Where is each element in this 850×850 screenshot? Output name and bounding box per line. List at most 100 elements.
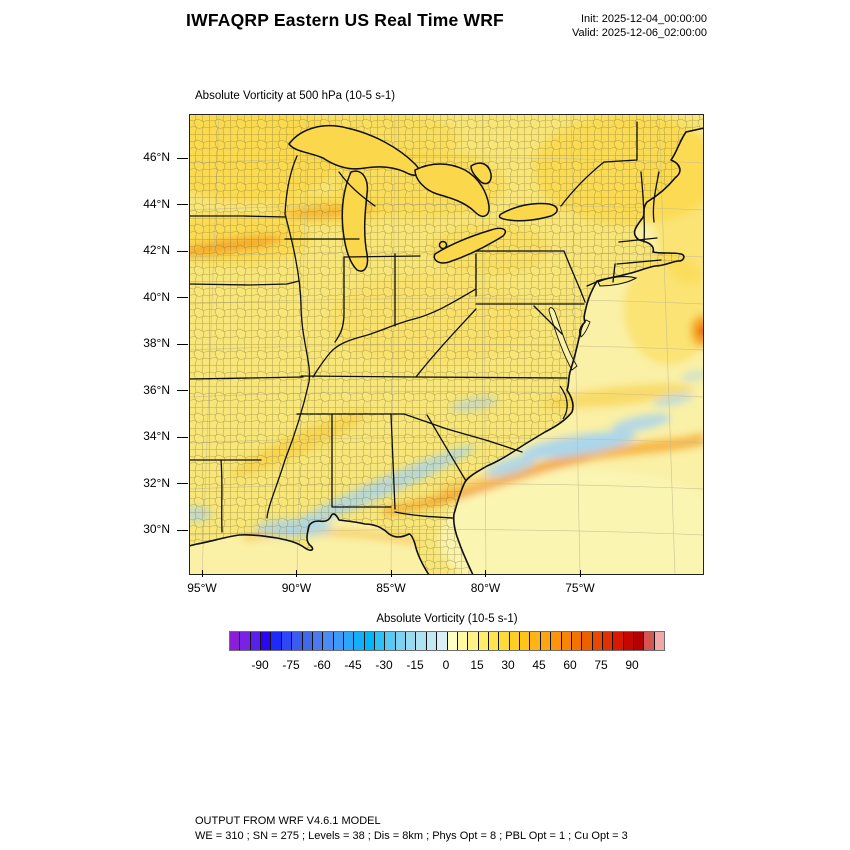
- colorbar-segment: [634, 632, 645, 650]
- colorbar-label: Absolute Vorticity (10-5 s-1): [376, 613, 518, 625]
- cb-tick-label: 75: [594, 658, 608, 672]
- colorbar-segment: [540, 632, 552, 650]
- lake-huron: [414, 163, 490, 217]
- cb-tick-label: 45: [532, 658, 546, 672]
- colorbar-segment: [364, 632, 376, 650]
- y-tick-label: 30°N: [143, 522, 170, 536]
- colorbar-segment: [406, 632, 417, 650]
- y-tick-mark: [177, 250, 188, 252]
- colorbar-segment: [613, 632, 624, 650]
- y-tick-label: 40°N: [143, 289, 170, 304]
- cb-tick-label: -90: [251, 658, 269, 672]
- colorbar-segment: [323, 632, 334, 650]
- colorbar-segment: [271, 632, 282, 650]
- colorbar-segment: [312, 632, 324, 650]
- x-tick-mark: [201, 570, 203, 577]
- cb-tick-label: -15: [406, 658, 424, 672]
- page-title: IWFAQRP Eastern US Real Time WRF: [186, 10, 504, 30]
- y-tick-label: 42°N: [143, 243, 170, 257]
- valid-time: Valid: 2025-12-06_02:00:00: [572, 27, 707, 39]
- cb-tick-label: 30: [501, 658, 515, 672]
- colorbar-segment: [602, 632, 614, 650]
- plot-title: Absolute Vorticity at 500 hPa (10-5 s-1): [195, 90, 396, 102]
- colorbar-segment: [623, 632, 635, 650]
- colorbar-segment: [240, 632, 251, 650]
- colorbar-segment: [447, 632, 458, 650]
- y-tick-mark: [177, 157, 188, 159]
- colorbar-ticks: -90 -75 -60 -45 -30 -15 0 15 30 45 60 75 90: [229, 658, 665, 674]
- colorbar-segment: [261, 632, 272, 650]
- run-info: Init: 2025-12-04_00:00:00 Valid: 2025-12…: [460, 12, 707, 40]
- x-tick-mark: [296, 570, 297, 577]
- colorbar-segment: [571, 632, 583, 650]
- model-version: OUTPUT FROM WRF V4.6.1 MODEL: [195, 815, 381, 827]
- init-time: Init: 2025-12-04_00:00:00: [581, 13, 707, 25]
- cb-tick-label: -30: [375, 658, 393, 672]
- colorbar-segment: [343, 632, 355, 650]
- cb-tick-label: 15: [470, 658, 484, 672]
- cb-tick-label: 90: [625, 658, 639, 672]
- y-tick-label: 44°N: [143, 196, 170, 211]
- y-tick-mark: [177, 436, 188, 438]
- colorbar-segment: [551, 632, 562, 650]
- colorbar-segment: [582, 632, 593, 650]
- colorbar-segment: [302, 632, 313, 650]
- y-tick-label: 46°N: [143, 150, 170, 164]
- colorbar-segment: [654, 632, 665, 650]
- x-tick-label: 85°W: [376, 581, 406, 595]
- x-tick-mark: [485, 570, 486, 577]
- colorbar-segment: [230, 632, 241, 650]
- map-panel: [189, 114, 704, 575]
- colorbar-segment: [385, 632, 396, 650]
- georgian-bay: [470, 162, 492, 185]
- y-tick-mark: [177, 529, 188, 531]
- colorbar-segment: [395, 632, 407, 650]
- cb-tick-label: -60: [313, 658, 331, 672]
- x-tick-mark: [390, 570, 392, 577]
- y-tick-label: 34°N: [143, 429, 170, 443]
- colorbar-segment: [416, 632, 427, 650]
- colorbar-segment: [333, 632, 344, 650]
- cb-tick-label: 0: [442, 658, 450, 672]
- colorbar-segment: [468, 632, 479, 650]
- cb-tick-label: 60: [563, 658, 577, 672]
- y-tick-label: 32°N: [143, 475, 170, 490]
- colorbar-segment: [457, 632, 469, 650]
- y-tick-mark: [177, 204, 188, 205]
- x-tick-label: 80°W: [470, 581, 501, 595]
- colorbar-segment: [354, 632, 365, 650]
- colorbar-segment: [250, 632, 262, 650]
- bays: [548, 307, 591, 420]
- colorbar-segment: [530, 632, 541, 650]
- y-tick-mark: [177, 343, 188, 345]
- x-tick-label: 75°W: [565, 581, 595, 595]
- colorbar-segment: [499, 632, 510, 650]
- colorbar-segment: [509, 632, 521, 650]
- colorbar-segment: [437, 632, 448, 650]
- model-info: OUTPUT FROM WRF V4.6.1 MODEL WE = 310 ; …: [195, 814, 628, 844]
- colorbar-segment: [644, 632, 655, 650]
- colorbar-segment: [592, 632, 603, 650]
- y-tick-mark: [177, 297, 188, 298]
- colorbar-segment: [281, 632, 293, 650]
- colorbar-segment: [488, 632, 500, 650]
- colorbar: [229, 631, 665, 651]
- model-config: WE = 310 ; SN = 275 ; Levels = 38 ; Dis …: [195, 830, 628, 842]
- colorbar-segment: [561, 632, 572, 650]
- lake-erie: [433, 227, 507, 264]
- cb-tick-label: -45: [344, 658, 362, 672]
- vorticity-map: [189, 114, 704, 575]
- y-tick-mark: [177, 483, 188, 484]
- colorbar-segment: [426, 632, 438, 650]
- x-tick-label: 95°W: [187, 581, 217, 595]
- y-tick-mark: [177, 390, 188, 391]
- lake-superior: [288, 125, 420, 176]
- colorbar-segment: [520, 632, 531, 650]
- cb-tick-label: -75: [282, 658, 300, 672]
- y-tick-label: 38°N: [143, 336, 170, 350]
- x-tick-label: 90°W: [281, 581, 312, 595]
- y-tick-label: 36°N: [143, 382, 170, 397]
- colorbar-segment: [292, 632, 303, 650]
- lake-ontario: [498, 202, 558, 222]
